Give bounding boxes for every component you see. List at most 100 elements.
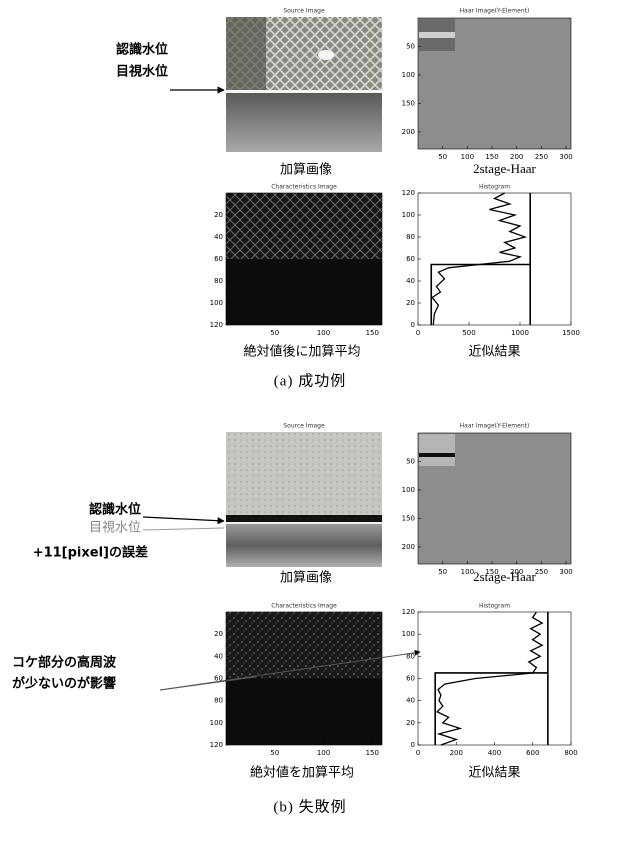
- y-tick-label: 20: [214, 630, 223, 638]
- x-tick-label: 150: [366, 329, 379, 337]
- x-tick-label: 50: [270, 749, 279, 757]
- panel-title: Source Image: [283, 8, 325, 15]
- y-tick-label: 150: [402, 514, 415, 522]
- y-tick-label: 80: [214, 697, 223, 705]
- arrow: [143, 528, 224, 530]
- y-tick-label: 20: [406, 719, 415, 727]
- y-tick-label: 100: [402, 71, 415, 79]
- panel-caption: 絶対値を加算平均: [250, 765, 354, 781]
- photo-waterline: [226, 90, 382, 93]
- y-tick-label: 40: [406, 697, 415, 705]
- y-tick-label: 80: [214, 277, 223, 285]
- panel-title: Histogram: [479, 184, 510, 191]
- x-tick-label: 0: [416, 329, 420, 337]
- y-tick-label: 100: [402, 630, 415, 638]
- char-lower: [226, 679, 382, 746]
- char-upper: [226, 193, 382, 259]
- photo-water: [226, 93, 382, 152]
- photo-water: [226, 524, 382, 567]
- figure: Source Image加算画像501001502002503005010015…: [0, 0, 621, 843]
- y-tick-label: 100: [210, 299, 223, 307]
- x-tick-label: 50: [438, 153, 447, 161]
- photo-spot: [318, 50, 334, 60]
- x-tick-label: 600: [526, 749, 539, 757]
- arrow: [143, 517, 224, 521]
- y-tick-label: 80: [406, 652, 415, 660]
- y-tick-label: 50: [406, 42, 415, 50]
- annotation: が少ないのが影響: [12, 676, 116, 692]
- y-tick-label: 120: [402, 608, 415, 616]
- y-tick-label: 120: [210, 321, 223, 329]
- x-tick-label: 100: [317, 329, 330, 337]
- y-tick-label: 100: [402, 211, 415, 219]
- y-tick-label: 20: [214, 211, 223, 219]
- panel-caption: 近似結果: [468, 766, 520, 781]
- x-tick-label: 500: [462, 329, 475, 337]
- x-tick-label: 300: [559, 568, 572, 576]
- x-tick-label: 200: [510, 153, 523, 161]
- char-lower: [226, 259, 382, 325]
- y-tick-label: 60: [406, 675, 415, 683]
- panel-caption: 加算画像: [280, 571, 332, 586]
- panel-caption: 加算画像: [280, 163, 332, 178]
- y-tick-label: 120: [402, 189, 415, 197]
- x-tick-label: 150: [485, 153, 498, 161]
- panel-title: Characteristics Image: [271, 603, 337, 610]
- hist-bg: [418, 193, 571, 325]
- y-tick-label: 100: [402, 486, 415, 494]
- x-tick-label: 1500: [562, 329, 580, 337]
- panel-caption: 2stage-Haar: [473, 569, 536, 584]
- x-tick-label: 0: [416, 749, 420, 757]
- x-tick-label: 1000: [511, 329, 529, 337]
- panel-title: Histogram: [479, 603, 510, 610]
- panel-title: Haar Image(Y-Element): [460, 8, 530, 15]
- x-tick-label: 150: [366, 749, 379, 757]
- part-caption: (b) 失敗例: [273, 798, 346, 815]
- panel-caption: 絶対値後に加算平均: [243, 344, 360, 360]
- annotation: 目視水位: [116, 64, 168, 80]
- y-tick-label: 150: [402, 99, 415, 107]
- x-tick-label: 50: [270, 329, 279, 337]
- y-tick-label: 20: [406, 299, 415, 307]
- annotation: 目視水位: [89, 521, 141, 536]
- y-tick-label: 40: [214, 233, 223, 241]
- x-tick-label: 50: [438, 568, 447, 576]
- panel-title: Source Image: [283, 423, 325, 430]
- y-tick-label: 100: [210, 719, 223, 727]
- y-tick-label: 80: [406, 233, 415, 241]
- x-tick-label: 100: [461, 153, 474, 161]
- panel-caption: 近似結果: [468, 345, 520, 360]
- x-tick-label: 300: [559, 153, 572, 161]
- annotation: 認識水位: [116, 42, 168, 58]
- y-tick-label: 40: [214, 652, 223, 660]
- photo-band: [226, 515, 382, 522]
- x-tick-label: 250: [535, 568, 548, 576]
- y-tick-label: 200: [402, 543, 415, 551]
- x-tick-label: 800: [564, 749, 577, 757]
- x-tick-label: 250: [535, 153, 548, 161]
- x-tick-label: 100: [317, 749, 330, 757]
- y-tick-label: 60: [406, 255, 415, 263]
- y-tick-label: 60: [214, 255, 223, 263]
- haar-thumb-band: [419, 453, 455, 457]
- part-caption: (a) 成功例: [274, 372, 346, 389]
- annotation: 認識水位: [89, 502, 141, 518]
- annotation: +11[pixel]の誤差: [33, 545, 148, 561]
- y-tick-label: 200: [402, 128, 415, 136]
- y-tick-label: 50: [406, 457, 415, 465]
- haar-thumb: [419, 434, 455, 466]
- y-tick-label: 40: [406, 277, 415, 285]
- y-tick-label: 120: [210, 741, 223, 749]
- x-tick-label: 200: [450, 749, 463, 757]
- photo-line: [226, 522, 382, 524]
- annotation: コケ部分の高周波: [12, 655, 117, 671]
- y-tick-label: 60: [214, 675, 223, 683]
- panel-title: Characteristics Image: [271, 184, 337, 191]
- y-tick-label: 0: [411, 741, 415, 749]
- panel-title: Haar Image(Y-Element): [460, 423, 530, 430]
- panel-caption: 2stage-Haar: [473, 161, 536, 176]
- haar-thumb-band: [419, 32, 455, 38]
- y-tick-label: 0: [411, 321, 415, 329]
- photo-shade: [226, 17, 266, 91]
- x-tick-label: 400: [488, 749, 501, 757]
